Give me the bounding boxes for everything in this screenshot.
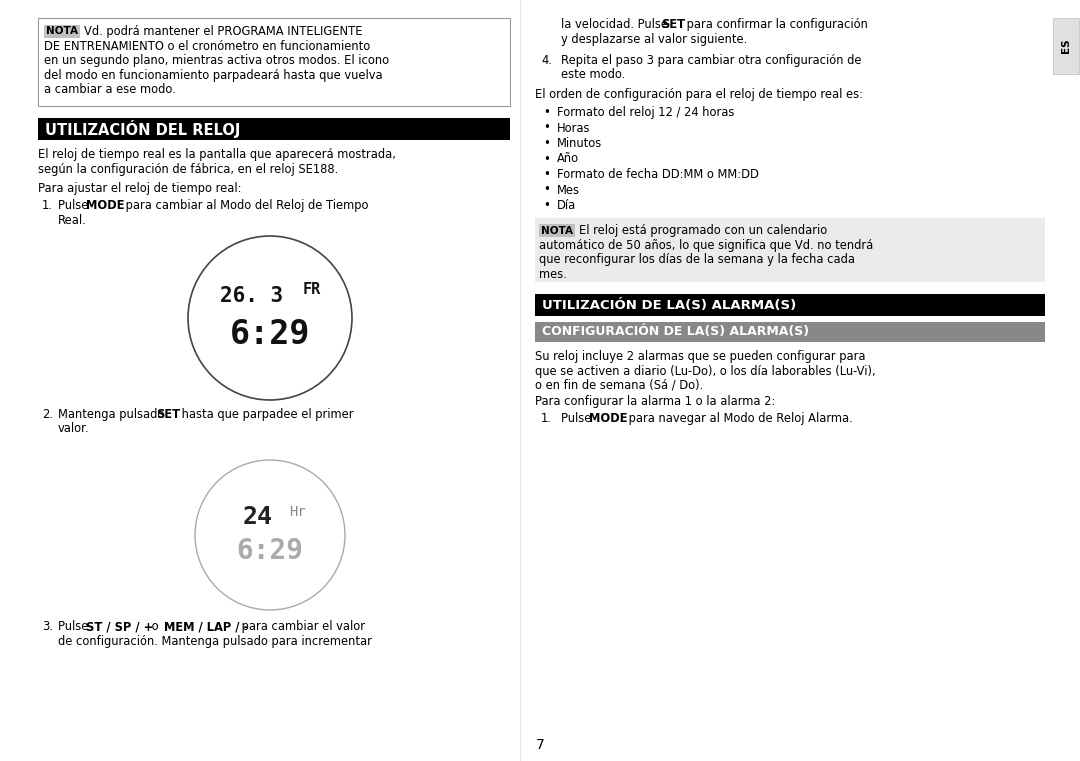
Text: según la configuración de fábrica, en el reloj SE188.: según la configuración de fábrica, en el… (38, 163, 338, 176)
Text: 1.: 1. (42, 199, 53, 212)
Text: 3.: 3. (42, 620, 53, 633)
Text: o: o (148, 620, 162, 633)
Text: Pulse: Pulse (58, 620, 92, 633)
Text: NOTA: NOTA (46, 27, 78, 37)
Text: UTILIZACIÓN DE LA(S) ALARMA(S): UTILIZACIÓN DE LA(S) ALARMA(S) (542, 298, 796, 311)
Text: Formato del reloj 12 / 24 horas: Formato del reloj 12 / 24 horas (557, 106, 734, 119)
Text: que reconfigurar los días de la semana y la fecha cada: que reconfigurar los días de la semana y… (539, 253, 855, 266)
Text: hasta que parpadee el primer: hasta que parpadee el primer (178, 408, 353, 421)
Text: Real.: Real. (58, 214, 86, 227)
Text: CONFIGURACIÓN DE LA(S) ALARMA(S): CONFIGURACIÓN DE LA(S) ALARMA(S) (542, 326, 809, 339)
Text: 1.: 1. (541, 412, 552, 425)
Text: para navegar al Modo de Reloj Alarma.: para navegar al Modo de Reloj Alarma. (625, 412, 853, 425)
Text: Mes: Mes (557, 183, 580, 196)
Bar (38, 118, 510, 140)
Text: 7: 7 (536, 738, 544, 752)
Text: Hr: Hr (289, 505, 307, 519)
Text: 6:29: 6:29 (237, 537, 303, 565)
Text: de configuración. Mantenga pulsado para incrementar: de configuración. Mantenga pulsado para … (58, 635, 372, 648)
Text: •: • (543, 106, 550, 119)
Text: para confirmar la configuración: para confirmar la configuración (683, 18, 868, 31)
Text: Minutos: Minutos (557, 137, 603, 150)
Text: Su reloj incluye 2 alarmas que se pueden configurar para: Su reloj incluye 2 alarmas que se pueden… (535, 350, 865, 363)
Text: que se activen a diario (Lu-Do), o los día laborables (Lu-Vi),: que se activen a diario (Lu-Do), o los d… (535, 365, 876, 377)
Text: •: • (543, 137, 550, 150)
Text: UTILIZACIÓN DEL RELOJ: UTILIZACIÓN DEL RELOJ (45, 120, 241, 138)
Text: SET: SET (661, 18, 685, 31)
Text: Formato de fecha DD:MM o MM:DD: Formato de fecha DD:MM o MM:DD (557, 168, 759, 181)
Text: El reloj de tiempo real es la pantalla que aparecerá mostrada,: El reloj de tiempo real es la pantalla q… (38, 148, 396, 161)
Text: Pulse: Pulse (58, 199, 92, 212)
Text: 4.: 4. (541, 54, 552, 67)
Text: a cambiar a ese modo.: a cambiar a ese modo. (44, 83, 176, 96)
Text: Pulse: Pulse (561, 412, 595, 425)
Text: Para configurar la alarma 1 o la alarma 2:: Para configurar la alarma 1 o la alarma … (535, 395, 775, 408)
Text: Horas: Horas (557, 122, 591, 135)
Text: FR: FR (302, 282, 321, 298)
Text: la velocidad. Pulse: la velocidad. Pulse (561, 18, 672, 31)
Bar (539, 224, 575, 237)
Text: 24: 24 (243, 505, 273, 529)
Text: •: • (543, 183, 550, 196)
Text: mes.: mes. (539, 268, 567, 281)
Bar (535, 218, 1045, 282)
Text: para cambiar al Modo del Reloj de Tiempo: para cambiar al Modo del Reloj de Tiempo (122, 199, 368, 212)
Text: Repita el paso 3 para cambiar otra configuración de: Repita el paso 3 para cambiar otra confi… (561, 54, 862, 67)
Text: •: • (543, 122, 550, 135)
Text: Mantenga pulsado: Mantenga pulsado (58, 408, 168, 421)
Text: Día: Día (557, 199, 577, 212)
Text: NOTA: NOTA (541, 225, 573, 235)
Text: DE ENTRENAMIENTO o el cronómetro en funcionamiento: DE ENTRENAMIENTO o el cronómetro en func… (44, 40, 370, 53)
Text: •: • (543, 199, 550, 212)
Text: del modo en funcionamiento parpadeará hasta que vuelva: del modo en funcionamiento parpadeará ha… (44, 68, 382, 81)
Text: este modo.: este modo. (561, 68, 625, 81)
Text: Vd. podrá mantener el PROGRAMA INTELIGENTE: Vd. podrá mantener el PROGRAMA INTELIGEN… (84, 25, 363, 38)
Ellipse shape (195, 460, 345, 610)
Text: 26. 3: 26. 3 (220, 286, 284, 306)
Ellipse shape (188, 236, 352, 400)
Bar (535, 294, 1045, 316)
Text: MEM / LAP / -: MEM / LAP / - (164, 620, 248, 633)
Text: 2.: 2. (42, 408, 53, 421)
Text: automático de 50 años, lo que significa que Vd. no tendrá: automático de 50 años, lo que significa … (539, 238, 874, 251)
Text: ST / SP / +: ST / SP / + (86, 620, 153, 633)
Bar (44, 25, 80, 38)
Bar (38, 18, 510, 106)
Text: El orden de configuración para el reloj de tiempo real es:: El orden de configuración para el reloj … (535, 88, 863, 101)
Text: Para ajustar el reloj de tiempo real:: Para ajustar el reloj de tiempo real: (38, 182, 242, 195)
Text: ES: ES (1061, 39, 1071, 53)
Bar (1053, 18, 1079, 74)
Text: El reloj está programado con un calendario: El reloj está programado con un calendar… (579, 224, 827, 237)
Text: Año: Año (557, 152, 579, 165)
Text: valor.: valor. (58, 422, 90, 435)
Bar (535, 322, 1045, 342)
Text: o en fin de semana (Sá / Do).: o en fin de semana (Sá / Do). (535, 379, 703, 392)
Text: •: • (543, 152, 550, 165)
Text: •: • (543, 168, 550, 181)
Text: SET: SET (156, 408, 180, 421)
Text: MODE: MODE (86, 199, 124, 212)
Text: en un segundo plano, mientras activa otros modos. El icono: en un segundo plano, mientras activa otr… (44, 54, 389, 67)
Text: y desplazarse al valor siguiente.: y desplazarse al valor siguiente. (561, 33, 747, 46)
Text: para cambiar el valor: para cambiar el valor (238, 620, 365, 633)
Text: MODE: MODE (589, 412, 627, 425)
Text: 6:29: 6:29 (230, 317, 310, 351)
